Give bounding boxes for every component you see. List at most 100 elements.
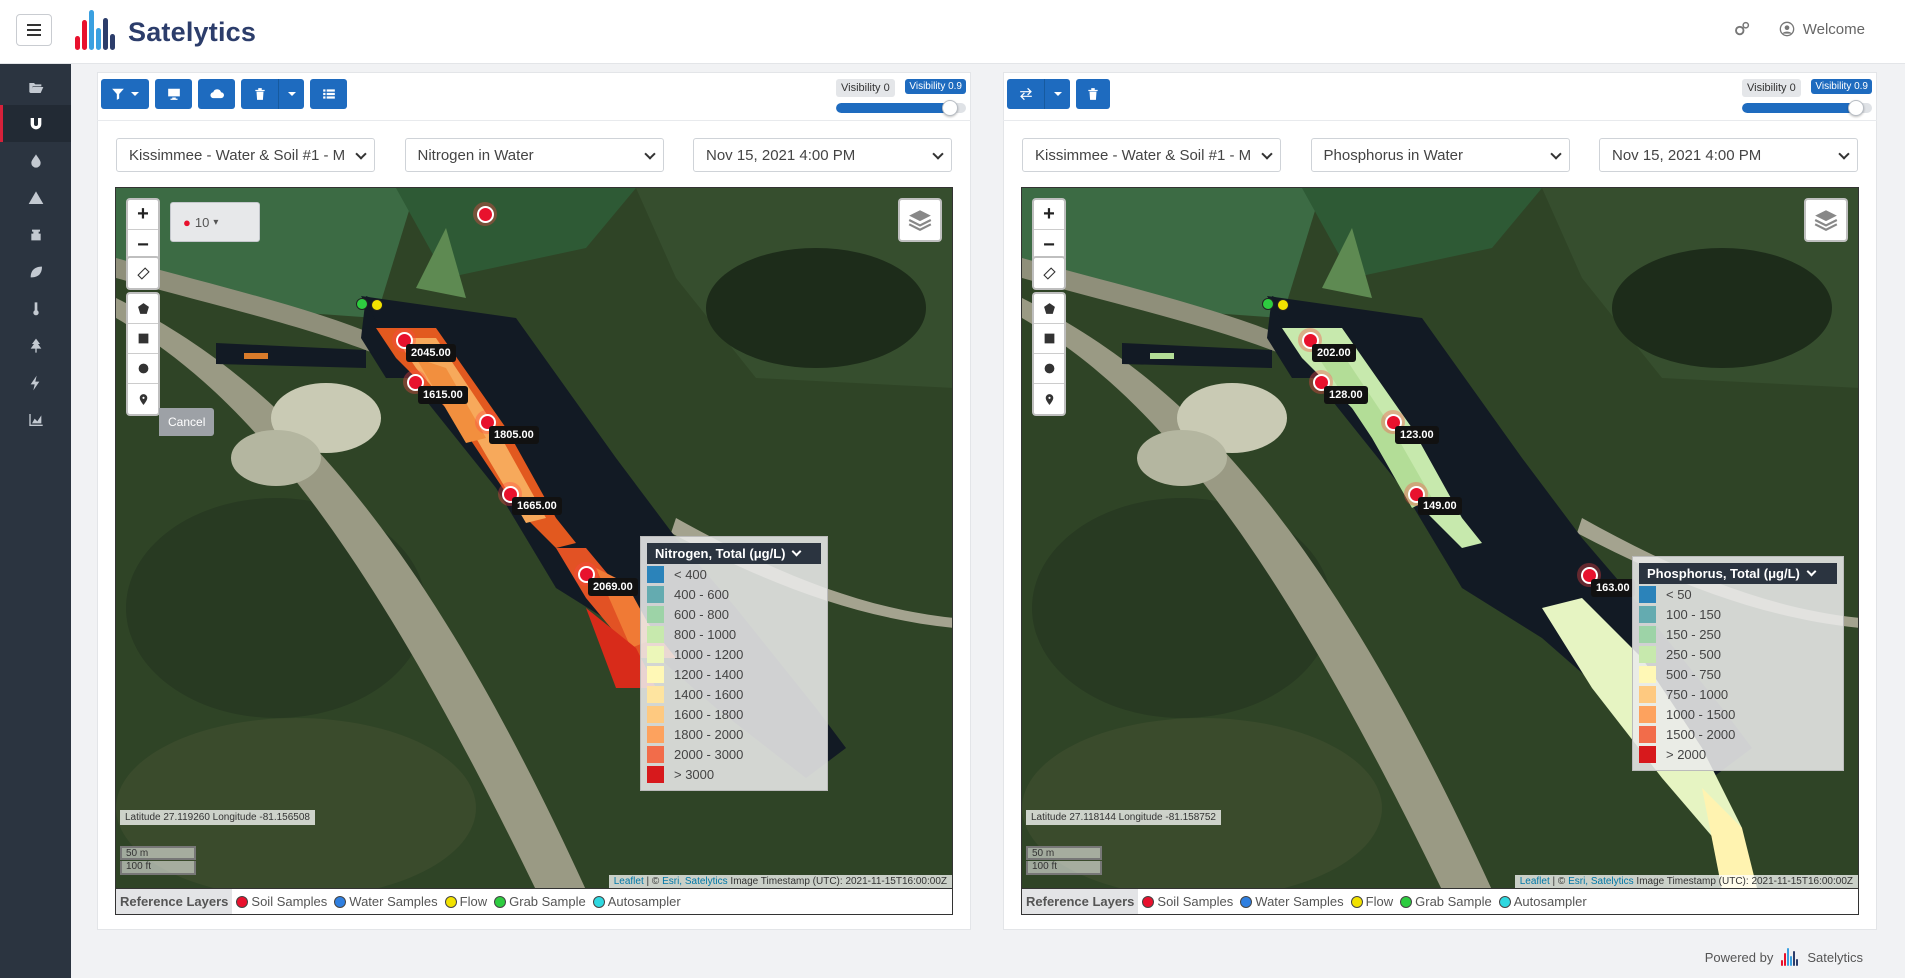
settings-cogs-icon[interactable] (1733, 20, 1751, 38)
reference-layer-label: Grab Sample (1415, 894, 1492, 909)
reference-layer-toggle[interactable]: Water Samples (1240, 894, 1344, 909)
sidebar-item-projects[interactable] (0, 68, 71, 105)
draw-marker-button[interactable] (128, 384, 158, 414)
sidebar-item-vegetation[interactable] (0, 253, 71, 290)
sidebar-item-water[interactable] (0, 142, 71, 179)
menu-toggle-button[interactable] (16, 14, 52, 46)
caret-down-icon (1053, 92, 1062, 96)
right-map-panel: Visibility 0 Visibility 0.9 Kissimmee - … (1003, 72, 1877, 930)
reference-layer-toggle[interactable]: Grab Sample (1400, 894, 1492, 909)
leaflet-link[interactable]: Leaflet (613, 876, 644, 887)
grab-sample-marker[interactable] (1262, 298, 1274, 310)
draw-circle-button[interactable] (128, 354, 158, 384)
delete-button[interactable] (1076, 79, 1110, 109)
map-pin-icon: ● (183, 214, 191, 230)
legend-label: 600 - 800 (674, 606, 729, 622)
legend-row: 1000 - 1200 (647, 644, 821, 664)
sidebar-item-forestry[interactable] (0, 327, 71, 364)
reference-layer-toggle[interactable]: Soil Samples (236, 894, 327, 909)
legend-header[interactable]: Phosphorus, Total (μg/L) (1639, 563, 1837, 584)
layers-button[interactable] (1804, 198, 1848, 242)
site-select[interactable]: Kissimmee - Water & Soil #1 - Ma (116, 138, 375, 172)
sidebar-item-power[interactable] (0, 364, 71, 401)
legend-label: 1600 - 1800 (674, 706, 744, 722)
slider-track[interactable] (1742, 103, 1872, 113)
zoom-out-button[interactable]: − (1043, 233, 1055, 256)
parameter-select[interactable]: Nitrogen in Water (404, 138, 664, 172)
legend-swatch (647, 645, 664, 663)
compare-button[interactable] (1007, 79, 1044, 109)
reference-layer-toggle[interactable]: Flow (1350, 894, 1393, 909)
reference-layer-toggle[interactable]: Grab Sample (494, 894, 586, 909)
ruler-button[interactable] (1034, 258, 1064, 288)
sidebar-item-temperature[interactable] (0, 290, 71, 327)
reference-layer-toggle[interactable]: Water Samples (334, 894, 438, 909)
draw-rectangle-button[interactable] (128, 324, 158, 354)
right-toolbar (1007, 79, 1110, 111)
datetime-select[interactable]: Nov 15, 2021 4:00 PM (1599, 138, 1858, 172)
datetime-select[interactable]: Nov 15, 2021 4:00 PM (693, 138, 952, 172)
delete-dropdown-toggle[interactable] (278, 79, 304, 109)
draw-marker-button[interactable] (1034, 384, 1064, 414)
phosphorus-map[interactable]: + − 202.00 128.00 123.00 149.00 163.00 P… (1021, 187, 1859, 889)
reference-layer-toggle[interactable]: Soil Samples (1142, 894, 1233, 909)
slider-track[interactable] (836, 103, 966, 113)
zoom-control: + − (126, 198, 160, 262)
draw-polygon-button[interactable] (128, 294, 158, 324)
satelytics-logo-icon (1779, 946, 1801, 968)
flow-marker[interactable] (371, 299, 383, 311)
zoom-in-button[interactable]: + (128, 200, 158, 230)
flow-marker[interactable] (1277, 299, 1289, 311)
list-icon (322, 89, 335, 99)
site-select[interactable]: Kissimmee - Water & Soil #1 - Ma (1022, 138, 1281, 172)
compare-dropdown-toggle[interactable] (1044, 79, 1070, 109)
marker-size-select[interactable]: ● 10 ▾ (170, 202, 260, 242)
legend-row: 1500 - 2000 (1639, 724, 1837, 744)
zoom-out-button[interactable]: − (137, 233, 149, 256)
esri-link[interactable]: Esri, Satelytics (1568, 876, 1634, 887)
legend-header[interactable]: Nitrogen, Total (μg/L) (647, 543, 821, 564)
grab-sample-marker[interactable] (356, 298, 368, 310)
list-button[interactable] (310, 79, 347, 109)
zoom-in-button[interactable]: + (1034, 200, 1064, 230)
legend-swatch (647, 765, 664, 783)
esri-link[interactable]: Esri, Satelytics (662, 876, 728, 887)
soil-sample-marker[interactable] (473, 202, 497, 226)
reference-layer-toggle[interactable]: Autosampler (1498, 894, 1587, 909)
reference-layer-toggle[interactable]: Flow (444, 894, 487, 909)
sidebar-item-magnet[interactable] (0, 105, 71, 142)
filter-dropdown-button[interactable] (101, 79, 149, 109)
nitrogen-map[interactable]: + − ● 10 ▾ Cancel 2045.00 1615.00 1805.0… (115, 187, 953, 889)
ruler-icon (136, 266, 150, 280)
user-menu[interactable]: Welcome (1779, 21, 1865, 38)
left-visibility-slider[interactable]: Visibility 0 Visibility 0.9 (836, 79, 966, 116)
layer-color-dot-icon (592, 895, 605, 908)
cloud-upload-button[interactable] (198, 79, 235, 109)
slider-handle[interactable] (1848, 100, 1865, 116)
sidebar-item-analytics[interactable] (0, 401, 71, 438)
hamburger-icon (27, 29, 41, 31)
chevron-down-icon: ▾ (213, 216, 219, 228)
draw-circle-button[interactable] (1034, 354, 1064, 384)
draw-rectangle-button[interactable] (1034, 324, 1064, 354)
ruler-button[interactable] (128, 258, 158, 288)
layer-color-dot-icon (1240, 895, 1253, 908)
sidebar-item-alerts[interactable] (0, 179, 71, 216)
leaflet-link[interactable]: Leaflet (1519, 876, 1550, 887)
tree-icon (30, 338, 41, 353)
layer-color-dot-icon (1498, 895, 1511, 908)
parameter-select[interactable]: Phosphorus in Water (1310, 138, 1570, 172)
chevron-down-icon (1838, 148, 1850, 160)
display-button[interactable] (155, 79, 192, 109)
right-visibility-slider[interactable]: Visibility 0 Visibility 0.9 (1742, 79, 1872, 116)
reference-layer-toggle[interactable]: Autosampler (592, 894, 681, 909)
cancel-draw-button[interactable]: Cancel (159, 408, 215, 436)
sidebar-item-oil[interactable] (0, 216, 71, 253)
delete-button[interactable] (241, 79, 278, 109)
draw-polygon-button[interactable] (1034, 294, 1064, 324)
layers-button[interactable] (898, 198, 942, 242)
slider-handle[interactable] (942, 100, 959, 116)
legend-row: 1600 - 1800 (647, 704, 821, 724)
reference-layers-title: Reference Layers (1022, 889, 1139, 914)
app-logo[interactable]: Satelytics (72, 8, 256, 56)
